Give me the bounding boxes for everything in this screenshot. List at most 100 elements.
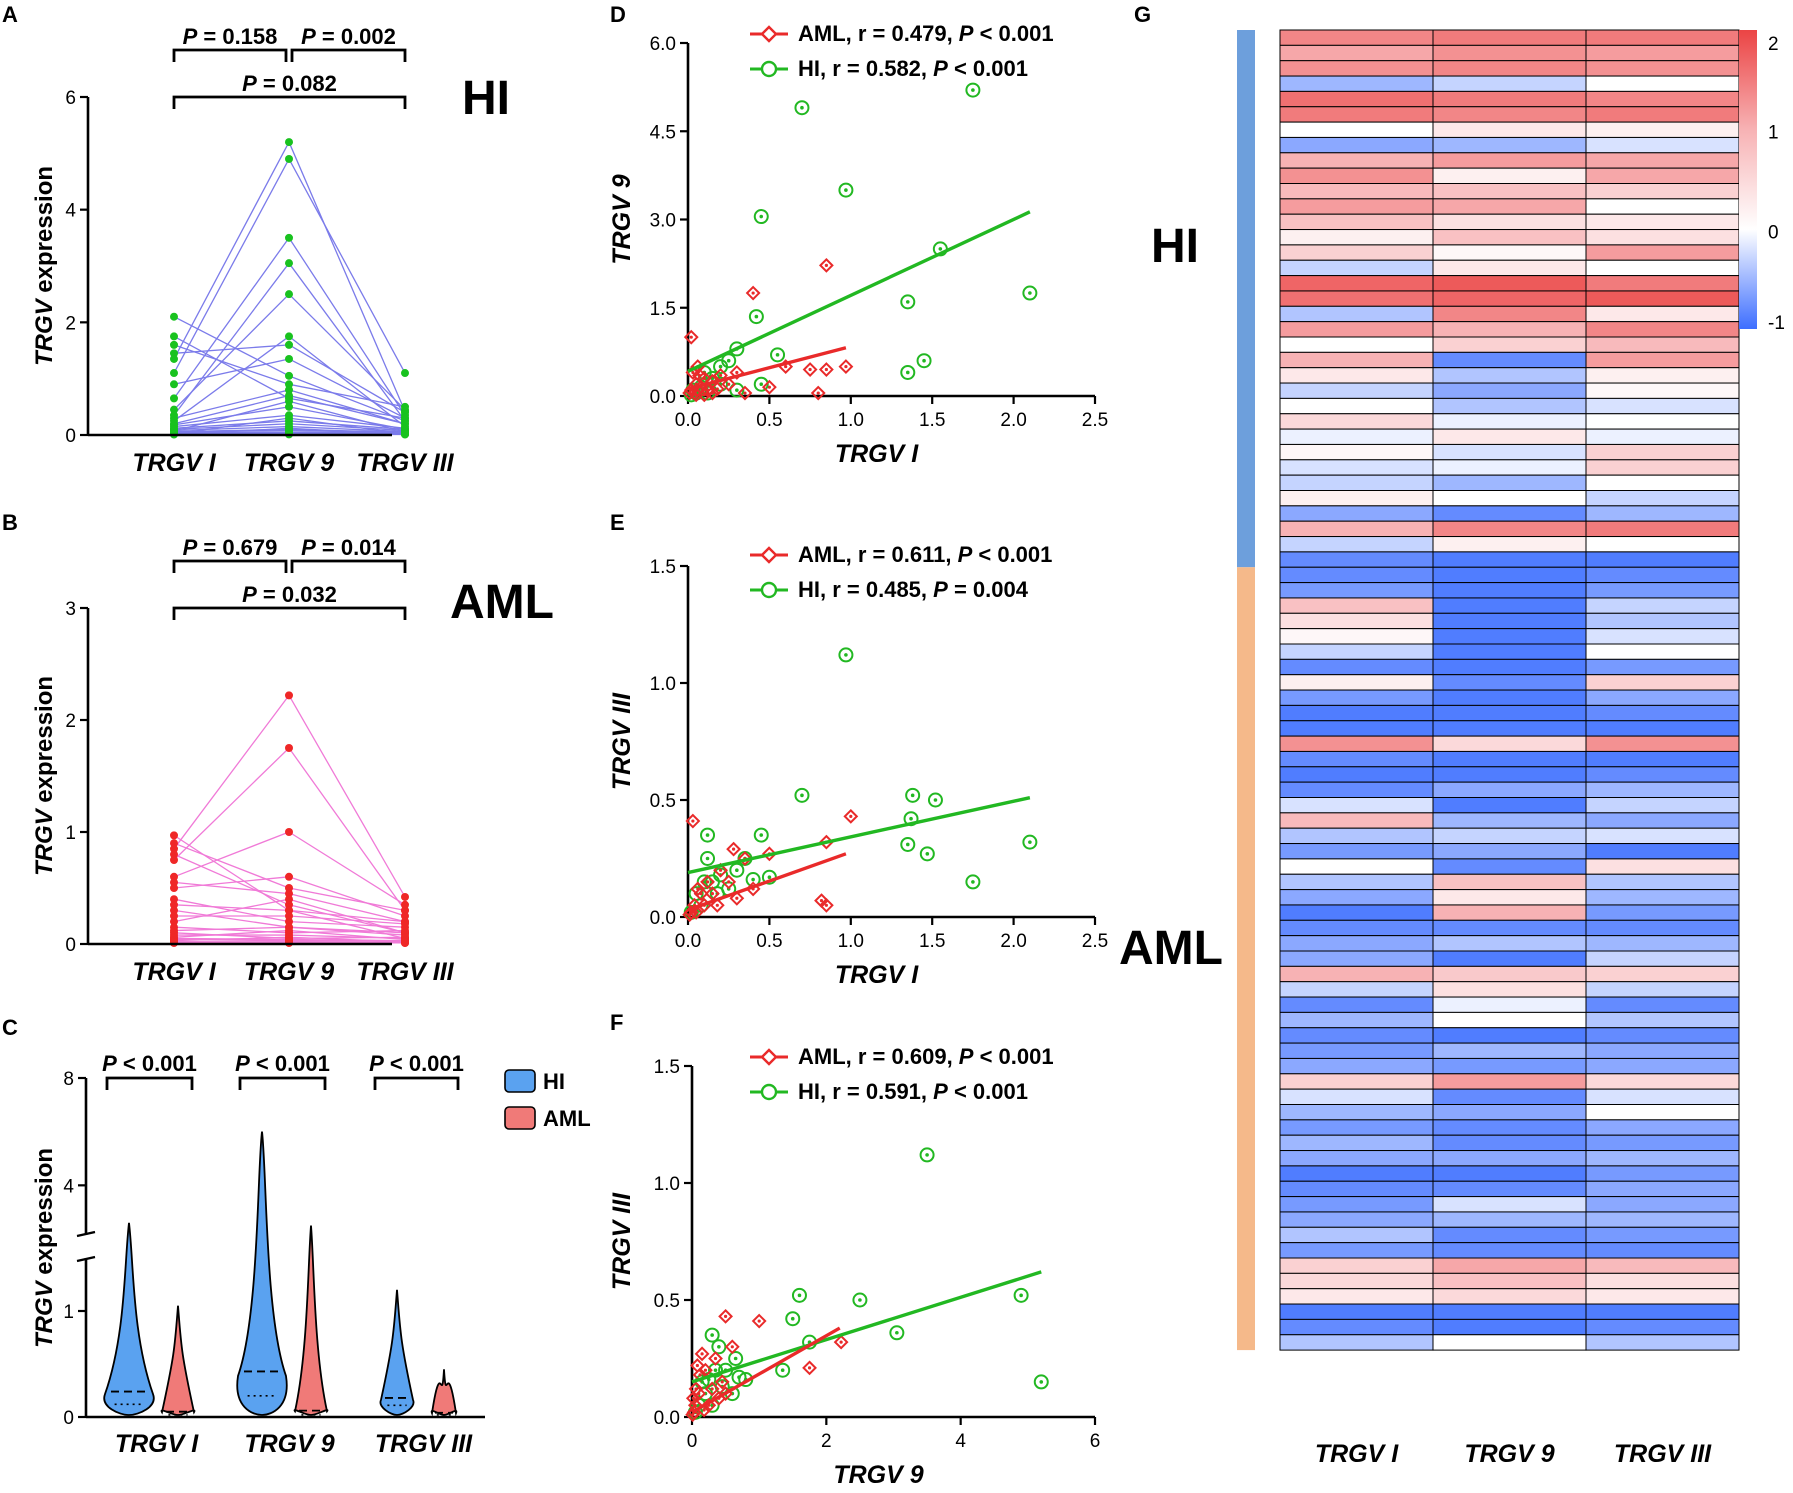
heatmap-cell [1585, 1027, 1740, 1044]
hi-point-center [713, 1368, 718, 1372]
panel-F: F 0.0 0.5 1.0 1.5 0 2 4 6 TRGV 9 TRGV III AML, r = … [608, 1010, 1100, 1489]
paired-line [173, 831, 290, 878]
x-tick-label: 2.0 [1000, 410, 1026, 431]
paired-line [288, 293, 406, 411]
hi-point-center [705, 856, 710, 861]
heatmap-cell [1585, 290, 1740, 307]
heatmap-cell [1432, 1318, 1587, 1336]
heatmap-cell [1279, 858, 1434, 875]
paired-line [173, 335, 290, 399]
p-value: = 0.014 [316, 535, 397, 560]
heatmap-cell [1585, 413, 1740, 430]
hi-point-center [751, 877, 755, 882]
hi-point-center [971, 88, 975, 92]
data-point [285, 828, 293, 836]
heatmap-cell [1279, 520, 1434, 538]
data-point [170, 906, 178, 915]
heatmap-cell [1279, 919, 1434, 937]
heatmap-cell [1432, 213, 1587, 231]
heatmap-cell [1432, 90, 1587, 108]
heatmap-cell [1432, 873, 1587, 891]
aml-point [729, 365, 745, 380]
heatmap-cell [1585, 1088, 1740, 1106]
y-axis-title: TRGV 9 [608, 174, 636, 264]
heatmap-cell [1585, 1165, 1740, 1182]
heatmap-cell [1432, 1073, 1587, 1090]
data-point [285, 332, 293, 341]
heatmap-cell [1432, 1088, 1587, 1106]
heatmap-cell [1585, 520, 1740, 538]
hi-point-center [754, 314, 759, 319]
heatmap-cell [1279, 75, 1434, 92]
aml-point-center [824, 367, 828, 372]
hi-point [965, 82, 981, 98]
hi-point-center [790, 1316, 795, 1321]
heatmap-cell [1585, 704, 1740, 722]
aml-point-center [824, 903, 828, 907]
violin-aml [160, 1305, 196, 1416]
data-point [170, 312, 178, 321]
data-point [285, 414, 293, 423]
hi-point-center [1028, 291, 1032, 295]
heatmap-cell [1279, 1119, 1434, 1136]
hi-point [729, 341, 745, 357]
aml-point-center [731, 847, 736, 851]
heatmap-cell [1432, 29, 1587, 46]
aml-point [714, 1374, 730, 1390]
data-point [285, 385, 293, 394]
group-label: HI [462, 72, 510, 125]
heatmap-cell [1432, 950, 1587, 967]
aml-point [687, 897, 702, 913]
hi-point-center [735, 868, 739, 872]
heatmap-cell [1432, 735, 1587, 752]
heatmap-cell [1432, 1272, 1587, 1290]
aml-point-center [767, 385, 772, 389]
colorbar-tick-label: -1 [1768, 313, 1785, 334]
aml-point [689, 1358, 705, 1373]
aml-point-center [691, 1396, 695, 1400]
heatmap-cell [1432, 1011, 1587, 1029]
aml-point-center [807, 1366, 812, 1370]
heatmap-cell [1432, 965, 1587, 983]
heatmap-cell [1585, 1042, 1740, 1059]
significance-bracket [172, 95, 407, 109]
aml-point [709, 381, 725, 397]
heatmap-cell [1585, 1334, 1740, 1351]
hi-point-center [726, 358, 731, 363]
heatmap-cell [1432, 1334, 1587, 1351]
heatmap-cell [1432, 797, 1587, 814]
hi-point [919, 1147, 935, 1163]
y-axis-label-gene: TRGV [31, 807, 58, 876]
aml-point [685, 1390, 701, 1406]
heatmap-cell [1432, 244, 1587, 261]
aml-point [838, 359, 854, 374]
heatmap-cell [1279, 1134, 1434, 1152]
heatmap-cell [1432, 60, 1587, 77]
heatmap-cell [1432, 44, 1587, 62]
p-symbol: P [235, 1051, 250, 1076]
heatmap-cell [1585, 827, 1740, 845]
hi-point [791, 1287, 807, 1303]
heatmap-cell [1279, 1011, 1434, 1029]
heatmap-cell [1432, 597, 1587, 614]
data-point [170, 850, 178, 859]
paired-line [288, 141, 406, 412]
heatmap-cell [1432, 904, 1587, 921]
p-value: = 0.679 [197, 535, 277, 560]
hi-point [748, 309, 764, 325]
paired-line [173, 237, 290, 399]
paired-line [173, 898, 290, 923]
data-point [285, 354, 293, 363]
legend-p-value: = 0.004 [948, 577, 1029, 602]
hi-point [1022, 834, 1038, 850]
paired-line [173, 335, 290, 422]
aml-point [685, 813, 701, 829]
heatmap-cell [1432, 1288, 1587, 1305]
aml-point-center [700, 1352, 704, 1356]
heatmap-cell [1279, 704, 1434, 722]
aml-point [818, 362, 834, 377]
hi-point-center [775, 353, 780, 357]
p-value-label: P = 0.158 [183, 24, 278, 49]
heatmap-cell [1585, 981, 1740, 998]
heatmap-cell [1585, 367, 1740, 384]
